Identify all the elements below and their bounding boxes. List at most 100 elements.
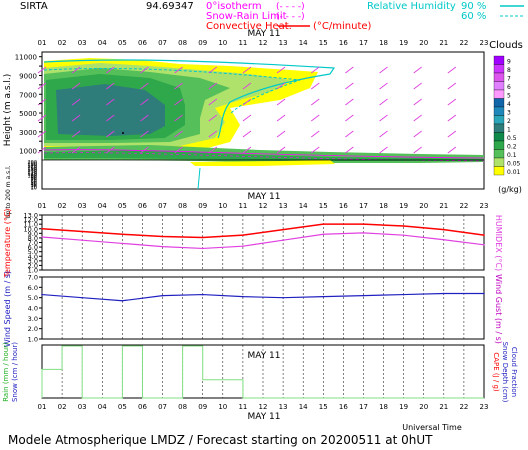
cloud-low-fringe [190,160,335,166]
y-tick-label: 11.0 [24,221,38,229]
wind-arrow [345,82,354,90]
y-tick-label: 9.0 [28,230,38,238]
cape-ylabel: CAPE (J / g) [492,352,500,392]
wind-y-axis: 1.0 2.0 3.0 4.0 5.0 6.0 7.0 [28,274,42,344]
wind-arrow [413,82,422,90]
wind-arrow [447,66,457,74]
series-point [402,225,405,227]
hour-tick-label: 12 [259,202,268,210]
y-tick-label: 1.0 [28,267,38,275]
wind-arrow [413,130,422,138]
wind-arrow [37,130,47,138]
snow-ylabel: Snow (cm / hour) [11,342,19,402]
hour-tick-label: 10 [218,39,227,47]
cloud-y-tick-label: 3000 [19,129,37,137]
wind-arrow [174,66,183,74]
series-line [41,292,484,302]
series-point [81,296,83,299]
date-label-mid: MAY 11 [247,192,280,202]
hour-tick-label: 10 [218,202,227,210]
hour-tick-label: 07 [158,403,167,411]
series-point [483,243,485,246]
series-point [322,223,325,225]
cloud-ylabel-lower: Up to 200 m a.s.l. [5,165,12,218]
hour-tick-label: 20 [419,202,428,210]
y-tick-label: 2.0 [28,325,38,333]
hour-tick-label: 07 [158,202,167,210]
wind-arrow [310,98,320,106]
cloud-low-tick-label: 140 [27,168,37,174]
hour-tick-label: 04 [98,39,107,47]
hour-tick-label: 16 [339,403,348,411]
hour-tick-label: 02 [58,39,67,47]
series-point [402,293,405,296]
wind-arrow [345,98,354,106]
cloud-scale-label: 9 [507,59,511,66]
hour-tick-label: 05 [118,39,127,47]
cloud-y-tick-label: 7000 [19,91,37,99]
cloud-scale-unit: (g/kg) [498,185,522,194]
y-tick-label: 7.0 [28,274,38,282]
y-tick-label: 5.0 [28,294,38,302]
snow-depth-ylabel: Snow Depth (cm) [501,342,509,403]
cloud-scale-label: 0.5 [507,135,517,142]
cloud-contours [44,58,484,166]
cloud-low-tick-label: 200 [27,160,37,166]
hour-tick-label: 11 [238,39,247,47]
hour-tick-label: 02 [58,202,67,210]
series-point [242,234,244,236]
snow-rain-label: Snow-Rain Limit [206,11,287,22]
cloud-overlay-lines [43,59,485,190]
wind-arrow [379,66,388,74]
series-point [282,239,284,242]
precip-panel: MAY 11 Rain (mm / hour) Snow (cm / hour)… [2,342,518,403]
isotherm-label: 0°isotherm [206,1,262,12]
hour-tick-label: 09 [198,202,207,210]
wind-arrow [174,146,183,154]
hour-tick-label: 15 [319,202,328,210]
rh-level-60: 60 % [461,11,486,22]
wind-arrow [242,82,252,90]
wind-arrow [37,82,47,90]
hour-tick-label: 19 [399,403,408,411]
hour-tick-label: 21 [439,202,448,210]
wind-arrow [276,82,286,90]
hour-tick-label: 07 [158,39,167,47]
station-code: 94.69347 [146,1,194,12]
cloud-scale-label: 6 [507,84,511,91]
wind-arrow [276,114,286,122]
isotherm-sample: (- - - -) [276,2,305,12]
cloud-scale-label: 2 [507,118,511,125]
temperature-series [41,223,485,250]
station-name: SIRTA [20,1,48,12]
wind-arrow [242,146,252,154]
cloud-low-tick-label: 160 [27,165,37,171]
convective-heat-unit: (°C/minute) [313,21,372,32]
hour-tick-label: 19 [399,39,408,47]
wind-arrow [174,82,183,90]
wind-arrow [174,98,183,106]
cloud-low-tick-label: 10 [31,186,37,192]
hour-tick-label: 16 [339,39,348,47]
cloud-scale-label: 1 [507,127,511,134]
wind-arrow [276,66,286,74]
cloud-low-tick-label: 20 [31,184,37,190]
y-tick-label: 13.0 [24,212,38,220]
cloud-y-tick-label: 11000 [15,54,37,62]
y-tick-label: 7.0 [28,239,38,247]
cloud-scale-label: 3 [507,110,511,117]
cloud-panel: 1000300050007000900011000102030405060708… [3,40,523,219]
hour-tick-label: 03 [78,202,87,210]
hour-tick-label: 03 [78,39,87,47]
series-point [41,236,43,238]
hour-tick-label: 01 [38,202,47,210]
series-point [121,299,124,302]
hour-tick-label: 19 [399,202,408,210]
cloud-scale-label: 4 [507,101,511,108]
hour-tick-label: 17 [359,39,368,47]
wind-arrow [208,82,218,90]
hour-tick-label: 11 [238,202,247,210]
hour-tick-label: 21 [439,403,448,411]
hour-tick-label: 21 [439,39,448,47]
